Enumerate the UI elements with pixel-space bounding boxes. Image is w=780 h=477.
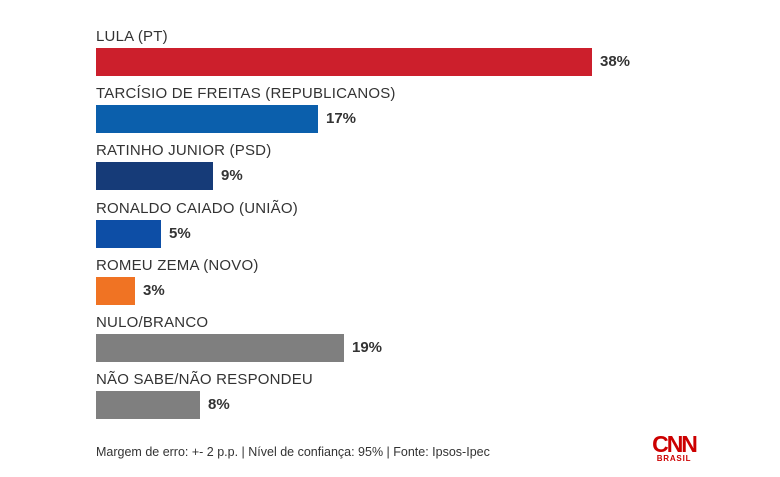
bar [96, 48, 592, 76]
category-label: LULA (PT) [96, 28, 168, 45]
bar [96, 105, 318, 134]
category-label: RONALDO CAIADO (UNIÃO) [96, 199, 298, 217]
footer-note: Margem de erro: +- 2 p.p. | Nível de con… [96, 445, 490, 459]
value-label: 3% [143, 281, 165, 299]
bar [96, 391, 200, 420]
category-label: NULO/BRANCO [96, 314, 209, 331]
logo-sub: BRASIL [656, 454, 692, 463]
value-label: 9% [221, 167, 243, 185]
bar [96, 219, 161, 248]
category-label: ROMEU ZEMA (NOVO) [96, 256, 259, 274]
value-label: 5% [169, 224, 191, 242]
cnn-brasil-logo: CNN BRASIL [650, 433, 698, 467]
bar [96, 162, 213, 191]
logo-brand: CNN [652, 431, 698, 457]
value-label: 38% [600, 53, 631, 70]
category-label: TARCÍSIO DE FREITAS (REPUBLICANOS) [96, 85, 396, 103]
value-label: 17% [326, 110, 357, 128]
value-label: 8% [208, 396, 230, 414]
bar [96, 334, 344, 362]
value-label: 19% [352, 339, 383, 356]
category-label: NÃO SABE/NÃO RESPONDEU [96, 371, 313, 389]
bar [96, 276, 135, 305]
category-label: RATINHO JUNIOR (PSD) [96, 142, 272, 160]
